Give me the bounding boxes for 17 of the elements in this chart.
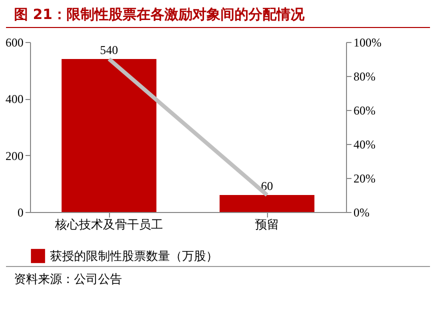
text: 资料来源：公司公告 [6,266,430,292]
y2-tick-label: 40% [354,138,376,152]
y-tick-label: 600 [6,36,24,50]
data-label: 540 [100,43,118,57]
y-tick-label: 200 [6,148,24,163]
y-tick-label: 400 [6,92,24,106]
y2-tick-label: 60% [354,104,376,118]
x-tick-label: 核心技术及骨干员工 [54,218,163,232]
y2-tick-label: 100% [354,36,382,50]
chart-title: 图 21：限制性股票在各激励对象间的分配情况 [6,0,430,28]
data-label: 60 [261,179,273,193]
y2-tick-label: 20% [354,172,376,186]
legend-label: 获授的限制性股票数量（万股） [50,249,218,263]
y2-tick-label: 80% [354,70,376,84]
y-tick-label: 0 [18,206,24,220]
x-tick-label: 预留 [255,218,279,232]
y2-tick-label: 0% [354,206,370,220]
